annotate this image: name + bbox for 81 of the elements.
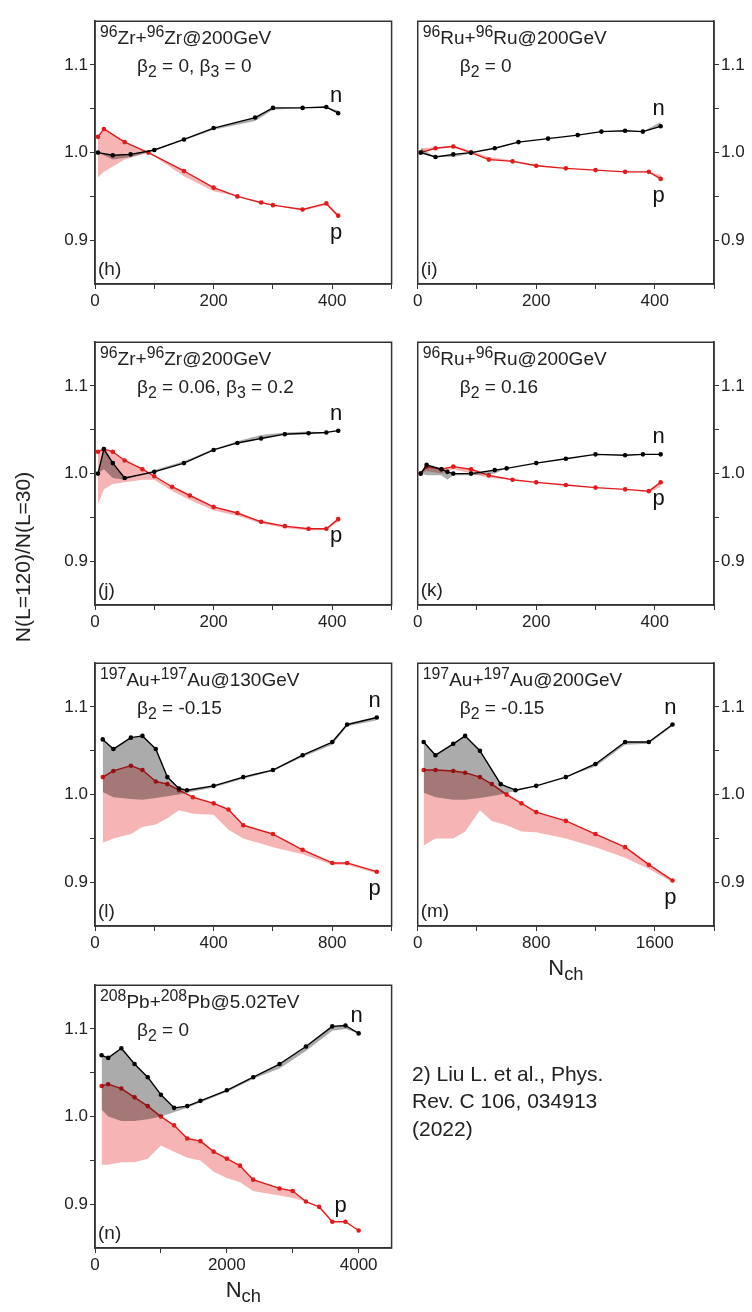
text: β$_{2}$ = 0, β$_{3}$ = 0 [137, 55, 252, 81]
y-tick-label: 1.1 [64, 54, 88, 74]
series-label: p [329, 522, 343, 548]
chart-title: $^{96}$Zr+$^{96}$Zr@200GeV [100, 23, 272, 50]
y2-tick-label: 1.0 [721, 463, 745, 483]
chart-title: $^{197}$Au+$^{197}$Au@200GeV [422, 665, 623, 692]
x-tick-label: 200 [199, 290, 228, 310]
x-tick-label: 0 [90, 290, 100, 310]
x-tick-label: 800 [318, 932, 347, 952]
series-label: n [652, 423, 665, 449]
x-tick-label: 1600 [635, 932, 674, 952]
x-tick-label: 2000 [207, 1254, 246, 1274]
annotation: (n) [98, 1222, 122, 1244]
text: 2) Liu L. et al., Phys. Rev. C 106, 034913 (2022) [412, 1061, 605, 1142]
y-tick-label: 1.1 [64, 375, 88, 395]
y-tick-label: 1.0 [64, 784, 88, 804]
x-tick-label: 400 [318, 611, 347, 631]
annotation: (l) [98, 900, 115, 922]
y-tick-label: 0.9 [64, 871, 88, 891]
series-label: n [329, 82, 343, 108]
annotation: (h) [98, 258, 122, 280]
y2-tick-label: 1.1 [721, 375, 745, 395]
x-tick-label: 200 [522, 290, 551, 310]
x-tick-label: 400 [318, 290, 347, 310]
x-axis-title: N$_{ch}$ [548, 955, 584, 986]
x-tick-label: 400 [640, 290, 669, 310]
y2-tick-label: 1.1 [721, 696, 745, 716]
text: β$_{2}$ = -0.15 [137, 697, 222, 723]
series-label: p [334, 1191, 347, 1217]
series-label: n [652, 95, 665, 121]
chart-title: $^{208}$Pb+$^{208}$Pb@5.02TeV [100, 987, 300, 1014]
y-tick-label: 0.9 [64, 229, 88, 249]
y-tick-label: 0.9 [64, 1193, 88, 1213]
chart-title: $^{96}$Ru+$^{96}$Ru@200GeV [422, 344, 607, 371]
x-tick-label: 200 [522, 611, 551, 631]
series-label: p [652, 485, 665, 511]
text: β$_{2}$ = -0.15 [459, 697, 545, 723]
chart-title: $^{197}$Au+$^{197}$Au@130GeV [100, 665, 300, 692]
x-tick-label: 0 [90, 932, 100, 952]
y2-tick-label: 1.0 [721, 784, 745, 804]
y-tick-label: 1.1 [64, 1018, 88, 1038]
x-tick-label: 4000 [339, 1254, 378, 1274]
x-tick-label: 0 [90, 611, 100, 631]
y-tick-label: 0.9 [64, 550, 88, 570]
x-tick-label: 800 [522, 932, 551, 952]
x-tick-label: 400 [640, 611, 669, 631]
annotation: (j) [98, 579, 115, 601]
x-tick-label: 0 [412, 932, 423, 952]
y2-tick-label: 1.0 [721, 142, 745, 162]
text: β$_{2}$ = 0 [459, 55, 512, 81]
chart-title: $^{96}$Ru+$^{96}$Ru@200GeV [422, 23, 607, 50]
text: β$_{2}$ = 0.06, β$_{3}$ = 0.2 [137, 376, 294, 402]
y-tick-label: 1.0 [64, 1106, 88, 1126]
y2-tick-label: 0.9 [721, 871, 745, 891]
series-label: p [652, 181, 665, 207]
x-axis-title: N$_{ch}$ [225, 1277, 261, 1308]
series-label: p [664, 883, 677, 909]
series-label: p [329, 218, 343, 244]
x-tick-label: 0 [90, 1254, 100, 1274]
series-label: n [368, 686, 381, 712]
x-tick-label: 200 [199, 611, 228, 631]
annotation: (m) [420, 900, 450, 922]
y2-tick-label: 0.9 [721, 229, 745, 249]
y2-tick-label: 0.9 [721, 550, 745, 570]
x-tick-label: 0 [412, 611, 423, 631]
y-tick-label: 1.0 [64, 463, 88, 483]
y-tick-label: 1.0 [64, 142, 88, 162]
series-label: n [350, 1002, 363, 1028]
series-label: n [329, 399, 343, 425]
chart-title: $^{96}$Zr+$^{96}$Zr@200GeV [100, 344, 272, 371]
series-label: p [368, 874, 381, 900]
x-tick-label: 400 [199, 932, 228, 952]
text: β$_{2}$ = 0.16 [459, 376, 539, 402]
x-tick-label: 0 [412, 290, 423, 310]
y-axis-title: N(L=120)/N(L=30) [11, 471, 35, 643]
series-label: n [664, 693, 677, 719]
annotation: (i) [420, 258, 438, 280]
text: β$_{2}$ = 0 [137, 1019, 189, 1045]
y-tick-label: 1.1 [64, 696, 88, 716]
annotation: (k) [420, 579, 443, 601]
y2-tick-label: 1.1 [721, 54, 745, 74]
